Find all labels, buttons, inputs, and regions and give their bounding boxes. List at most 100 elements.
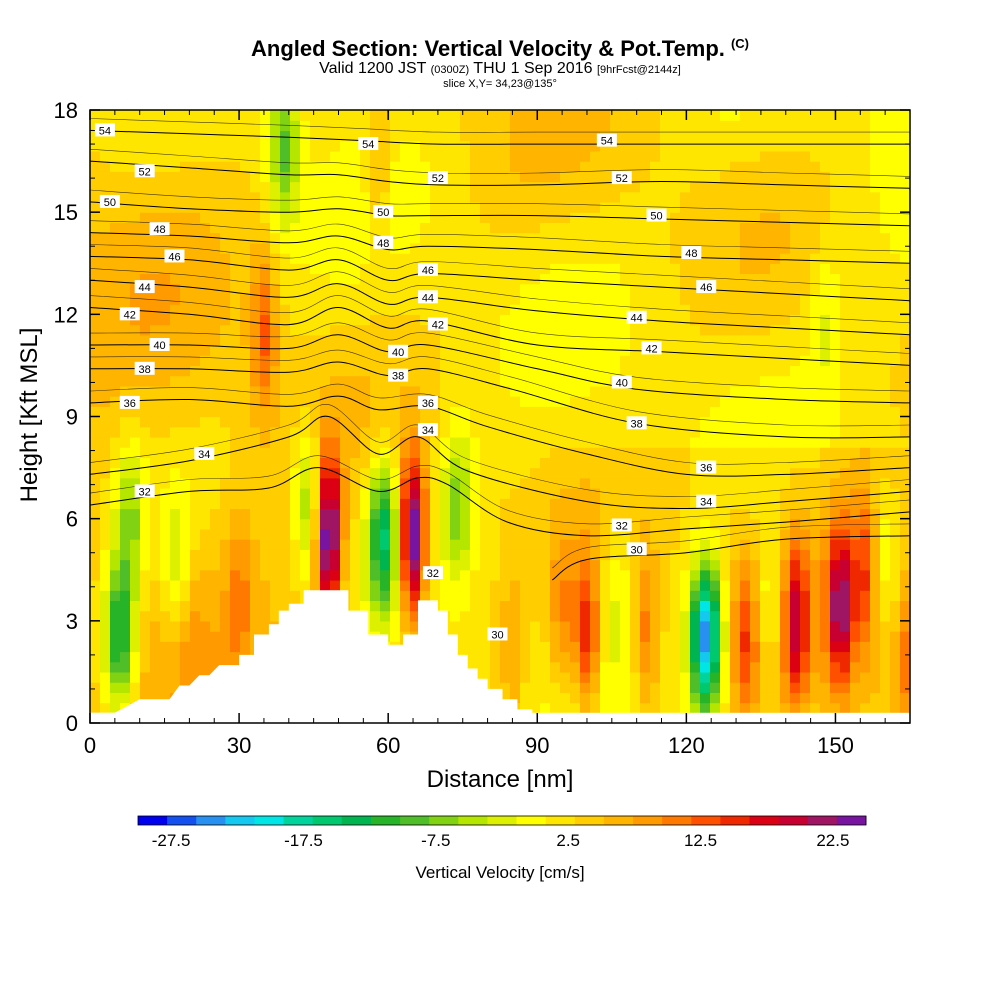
velocity-cell <box>400 457 411 469</box>
velocity-cell <box>830 590 841 601</box>
velocity-cell <box>760 528 771 540</box>
velocity-cell <box>250 263 261 275</box>
velocity-cell <box>820 191 831 203</box>
velocity-cell <box>330 539 341 550</box>
velocity-cell <box>650 610 661 622</box>
velocity-cell <box>370 304 381 315</box>
velocity-cell <box>660 365 671 377</box>
velocity-cell <box>490 314 501 326</box>
velocity-cell <box>670 559 681 571</box>
velocity-cell <box>560 610 571 622</box>
velocity-cell <box>230 549 241 561</box>
velocity-cell <box>430 110 441 121</box>
velocity-cell <box>160 631 171 642</box>
velocity-cell <box>160 539 171 550</box>
velocity-cell <box>880 436 891 448</box>
velocity-cell <box>230 436 241 448</box>
velocity-cell <box>110 549 121 561</box>
velocity-cell <box>370 416 381 428</box>
velocity-cell <box>890 242 901 254</box>
velocity-cell <box>720 334 731 346</box>
velocity-cell <box>830 140 841 152</box>
velocity-cell <box>350 201 361 213</box>
velocity-cell <box>830 222 841 234</box>
velocity-cell <box>660 610 671 622</box>
velocity-cell <box>170 232 181 244</box>
velocity-cell <box>190 549 201 561</box>
velocity-cell <box>740 344 751 356</box>
velocity-cell <box>370 120 381 132</box>
contour-label-bg <box>119 307 140 321</box>
velocity-cell <box>760 181 771 193</box>
velocity-cell <box>450 436 461 448</box>
velocity-cell <box>90 682 101 693</box>
velocity-cell <box>820 528 831 540</box>
velocity-cell <box>200 212 211 223</box>
velocity-cell <box>840 498 851 510</box>
velocity-cell <box>680 232 691 244</box>
velocity-cell <box>560 181 571 193</box>
velocity-cell <box>710 334 721 346</box>
velocity-cell <box>310 467 321 479</box>
velocity-cell <box>790 477 801 489</box>
velocity-cell <box>470 631 481 642</box>
velocity-cell <box>510 314 521 326</box>
velocity-cell <box>620 620 631 632</box>
velocity-cell <box>620 610 631 622</box>
velocity-cell <box>880 344 891 356</box>
velocity-cell <box>100 528 111 540</box>
velocity-cell <box>120 436 131 448</box>
velocity-cell <box>520 191 531 203</box>
velocity-cell <box>650 692 661 704</box>
velocity-cell <box>280 242 291 254</box>
velocity-cell <box>530 426 541 438</box>
velocity-cell <box>710 324 721 336</box>
velocity-cell <box>520 140 531 152</box>
velocity-cell <box>140 344 151 356</box>
velocity-cell <box>760 355 771 367</box>
velocity-cell <box>540 559 551 571</box>
velocity-cell <box>610 334 621 346</box>
velocity-cell <box>150 140 161 152</box>
velocity-cell <box>340 263 351 275</box>
velocity-cell <box>470 191 481 203</box>
velocity-cell <box>790 140 801 152</box>
velocity-cell <box>640 477 651 489</box>
velocity-cell <box>850 120 861 132</box>
velocity-cell <box>240 355 251 367</box>
velocity-cell <box>830 416 841 428</box>
velocity-cell <box>740 263 751 275</box>
velocity-cell <box>170 263 181 275</box>
velocity-cell <box>770 161 781 172</box>
velocity-cell <box>300 579 311 591</box>
velocity-cell <box>300 232 311 244</box>
velocity-cell <box>560 539 571 550</box>
velocity-cell <box>250 120 261 132</box>
velocity-cell <box>100 140 111 152</box>
velocity-cell <box>560 447 571 458</box>
velocity-cell <box>800 631 811 642</box>
velocity-cell <box>740 447 751 458</box>
velocity-cell <box>790 416 801 428</box>
velocity-cell <box>410 150 421 162</box>
velocity-cell <box>790 579 801 591</box>
velocity-cell <box>260 488 271 499</box>
velocity-cell <box>140 569 151 581</box>
velocity-cell <box>660 498 671 510</box>
velocity-cell <box>160 375 171 387</box>
velocity-cell <box>730 467 741 479</box>
velocity-cell <box>650 232 661 244</box>
velocity-cell <box>750 702 761 714</box>
velocity-cell <box>480 385 491 397</box>
velocity-cell <box>110 263 121 275</box>
velocity-cell <box>660 416 671 428</box>
velocity-cell <box>700 375 711 387</box>
velocity-cell <box>830 539 841 550</box>
velocity-cell <box>150 130 161 142</box>
velocity-cell <box>470 559 481 571</box>
velocity-cell <box>890 590 901 601</box>
velocity-cell <box>590 120 601 132</box>
velocity-cell <box>390 385 401 397</box>
velocity-cell <box>900 140 910 152</box>
velocity-cell <box>890 171 901 183</box>
